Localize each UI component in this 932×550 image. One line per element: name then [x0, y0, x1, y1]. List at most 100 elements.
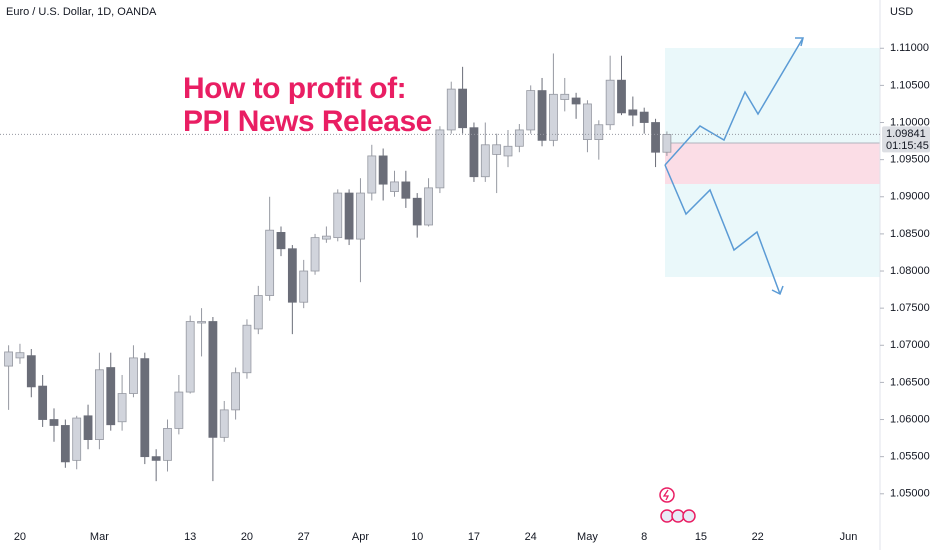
candle-body	[106, 367, 116, 426]
stop-zone	[665, 143, 880, 184]
x-tick-label: 20	[241, 531, 253, 543]
candle-body	[356, 192, 365, 240]
candle-body	[117, 393, 127, 423]
candle-body	[435, 129, 445, 189]
candle-body	[639, 111, 649, 123]
candle-body	[571, 97, 581, 105]
y-tick-label: 1.09000	[890, 191, 930, 203]
x-tick-label: Apr	[352, 531, 369, 543]
down-arrow	[664, 164, 781, 295]
candle-body	[480, 144, 490, 178]
candle-body	[583, 103, 592, 140]
countdown-label: 01:15:45	[886, 140, 929, 152]
candle-body	[446, 88, 456, 131]
y-tick-label: 1.07000	[890, 339, 930, 351]
up-arrow	[664, 37, 804, 166]
candle-body	[49, 419, 59, 426]
candle-body	[310, 237, 320, 272]
y-tick-label: 1.06500	[890, 376, 930, 388]
candle-body	[412, 197, 422, 226]
candle-body	[276, 232, 286, 250]
candle-body	[287, 248, 297, 303]
candle-body	[242, 324, 252, 374]
y-tick-label: 1.08000	[890, 265, 930, 277]
candle-body	[299, 270, 309, 303]
candle-body	[265, 229, 275, 296]
x-tick-label: Mar	[90, 531, 109, 543]
x-tick-label: May	[577, 531, 598, 543]
candle-body	[38, 385, 48, 420]
x-tick-label: Jun	[840, 531, 858, 543]
candle-body	[503, 145, 513, 157]
chart-title: Euro / U.S. Dollar, 1D, OANDA	[6, 6, 157, 18]
candle-body	[617, 79, 626, 114]
candle-body	[129, 357, 138, 394]
candle-body	[174, 391, 184, 429]
candle-body	[208, 321, 218, 438]
x-tick-label: 17	[468, 531, 480, 543]
candle-body	[231, 372, 241, 411]
candle-body	[526, 90, 536, 131]
candle-body	[605, 79, 615, 126]
candle-body	[83, 415, 93, 440]
x-tick-label: 15	[695, 531, 707, 543]
candle-body	[537, 90, 547, 141]
candle-body	[26, 355, 36, 388]
candle-body	[469, 127, 479, 178]
y-tick-label: 1.10500	[890, 79, 930, 91]
candle-body	[344, 192, 354, 240]
candle-body	[628, 109, 638, 116]
candle-body	[390, 181, 399, 192]
target-zone	[665, 184, 880, 277]
arrowhead	[795, 37, 804, 47]
candle-body	[594, 124, 604, 140]
y-tick-label: 1.11000	[890, 42, 929, 54]
x-tick-label: 27	[298, 531, 310, 543]
candle-body	[549, 93, 558, 141]
y-tick-label: 1.06000	[890, 413, 930, 425]
annotation: PPI News Release	[183, 105, 432, 138]
candle-body	[333, 192, 343, 239]
candle-body	[651, 122, 660, 153]
annotation: How to profit of:	[183, 72, 406, 105]
arrowhead	[771, 285, 784, 296]
candle-body	[424, 187, 433, 226]
candle-body	[163, 428, 172, 461]
y-tick-label: 1.09500	[890, 154, 930, 166]
candle-body	[185, 321, 195, 393]
candle-body	[560, 93, 570, 100]
y-tick-label: 1.05500	[890, 451, 930, 463]
candle-body	[253, 295, 263, 330]
plot	[4, 53, 672, 482]
event-icons	[659, 487, 696, 523]
currency: USD	[890, 6, 913, 18]
candle-body	[140, 358, 150, 458]
y-tick-label: 1.05000	[890, 488, 930, 500]
candle-body	[401, 181, 411, 199]
x-tick-label: 8	[641, 531, 647, 543]
candle-body	[367, 155, 377, 194]
y-tick-label: 1.07500	[890, 302, 930, 314]
candle-body	[4, 351, 13, 367]
candle-body	[514, 129, 524, 147]
price-tag	[882, 126, 930, 153]
x-tick-label: 22	[752, 531, 764, 543]
y-tick-label: 1.08500	[890, 228, 930, 240]
x-tick-label: 24	[525, 531, 537, 543]
candle-body	[197, 321, 206, 324]
candle-body	[321, 235, 331, 240]
candle-body	[662, 133, 672, 153]
candle-body	[219, 409, 229, 438]
x-tick-label: 10	[411, 531, 423, 543]
candle-body	[95, 369, 104, 440]
candle-body	[15, 352, 25, 359]
candle-body	[60, 425, 70, 463]
candle-body	[151, 456, 161, 461]
x-tick-label: 20	[14, 531, 26, 543]
candle-body	[72, 417, 82, 461]
x-tick-label: 13	[184, 531, 196, 543]
candle-body	[458, 88, 468, 129]
candle-body	[378, 155, 388, 185]
